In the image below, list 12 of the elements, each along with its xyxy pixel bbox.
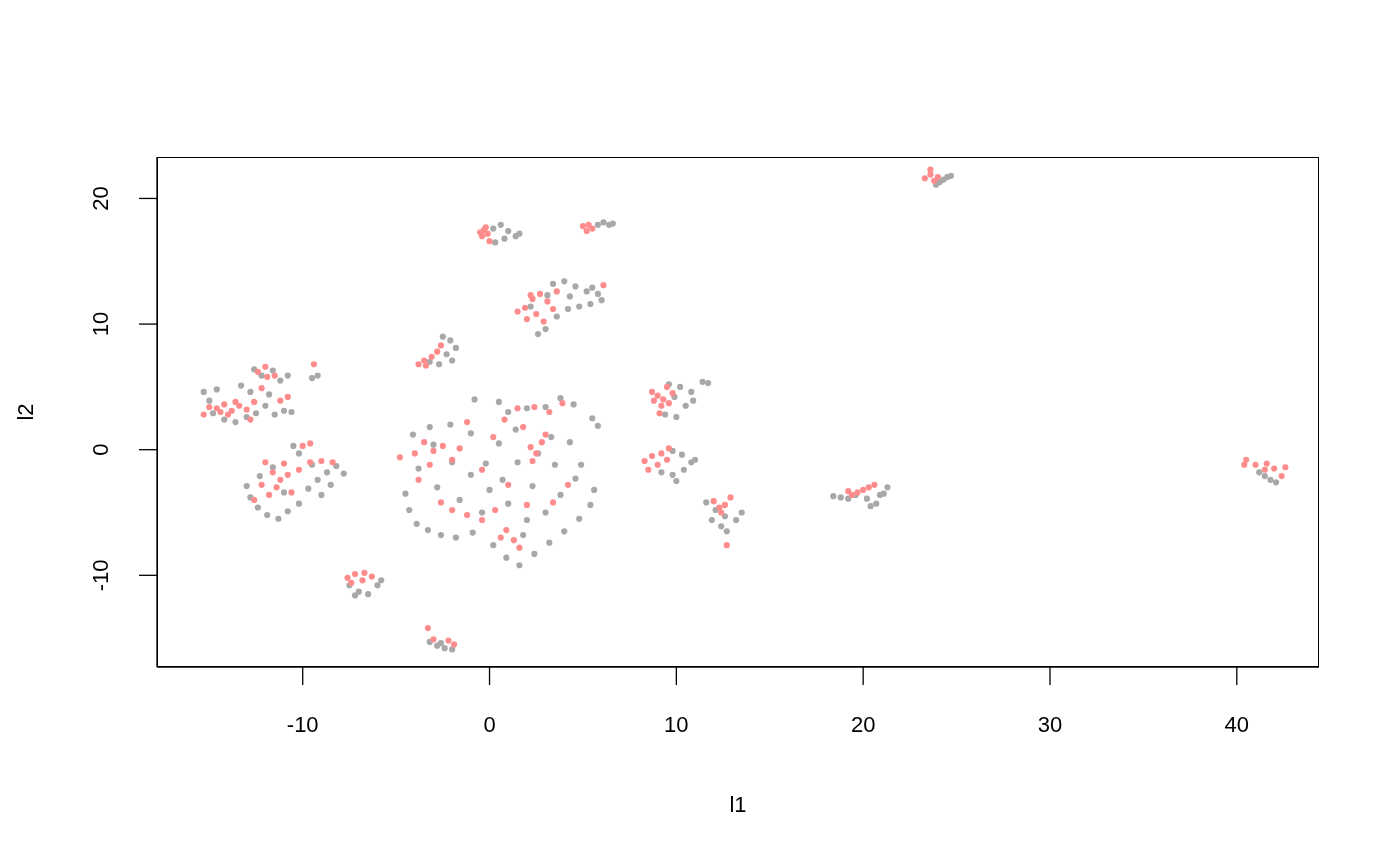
y-tick-label: 20 — [88, 186, 113, 211]
y-axis-title: l2 — [13, 403, 38, 421]
x-tick-label: 0 — [483, 711, 496, 737]
y-tick-label: 10 — [88, 311, 113, 337]
y-tick-label: 0 — [88, 443, 113, 456]
x-tick-label: 20 — [850, 711, 876, 737]
x-tick-label: 10 — [664, 711, 689, 737]
x-tick-label: 40 — [1224, 711, 1250, 737]
x-tick-label: -10 — [286, 711, 319, 737]
x-tick-label: 30 — [1037, 711, 1063, 737]
y-tick-label: -10 — [88, 559, 113, 592]
x-axis-title: l1 — [729, 792, 747, 817]
